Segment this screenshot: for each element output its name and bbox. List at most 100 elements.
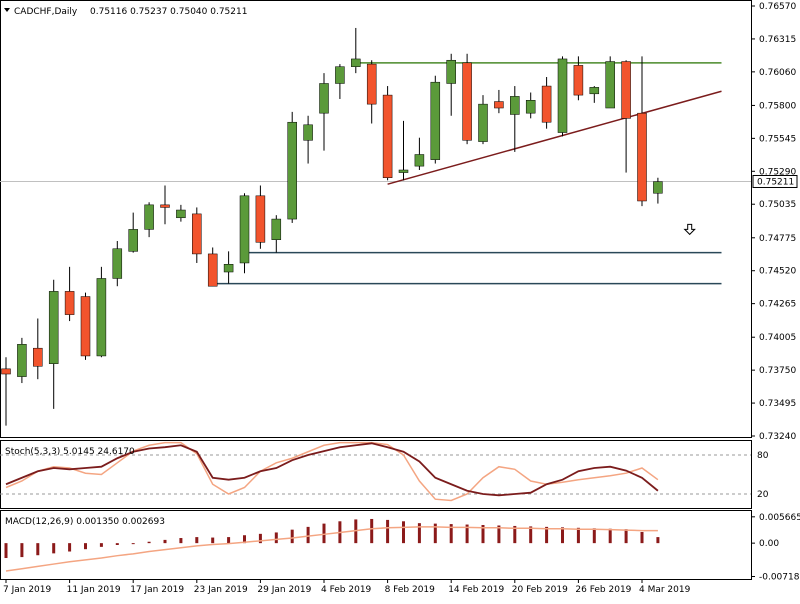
macd-histogram-bar — [577, 528, 580, 543]
bearish-candle — [256, 196, 265, 242]
macd-histogram-bar — [68, 543, 71, 551]
bullish-candle — [240, 196, 249, 263]
macd-histogram-bar — [84, 543, 87, 549]
bullish-candle — [526, 100, 535, 113]
bullish-candle — [49, 291, 58, 363]
macd-histogram-bar — [641, 532, 644, 543]
macd-histogram-bar — [36, 543, 39, 555]
bearish-candle — [574, 65, 583, 95]
bullish-candle — [415, 154, 424, 166]
macd-histogram-bar — [132, 543, 135, 544]
macd-histogram-bar — [386, 520, 389, 543]
bullish-candle — [320, 83, 329, 113]
macd-histogram-bar — [593, 528, 596, 543]
macd-tick-label: -0.007181 — [759, 573, 800, 583]
price-tick-label: 0.74775 — [759, 234, 796, 244]
macd-histogram-bar — [609, 529, 612, 543]
bearish-candle — [33, 348, 42, 366]
price-tick-label: 0.74520 — [759, 267, 796, 277]
bearish-candle — [638, 113, 647, 201]
macd-label: MACD(12,26,9) 0.001350 0.002693 — [5, 517, 165, 527]
date-tick-label: 23 Jan 2019 — [194, 585, 248, 595]
bullish-candle — [288, 122, 297, 219]
date-tick-label: 8 Feb 2019 — [385, 585, 436, 595]
price-tick-label: 0.76060 — [759, 68, 796, 78]
macd-histogram-bar — [259, 534, 262, 543]
price-tick-label: 0.76315 — [759, 35, 796, 45]
bullish-candle — [653, 182, 662, 194]
bullish-candle — [335, 67, 344, 84]
date-tick-label: 29 Jan 2019 — [257, 585, 311, 595]
bullish-candle — [113, 249, 122, 279]
bullish-candle — [351, 59, 360, 67]
bullish-candle — [17, 344, 26, 376]
bearish-candle — [81, 297, 90, 356]
bullish-candle — [431, 82, 440, 159]
bullish-candle — [479, 104, 488, 141]
price-tick-label: 0.74005 — [759, 333, 796, 343]
bullish-candle — [399, 170, 408, 173]
bearish-candle — [367, 64, 376, 104]
bullish-candle — [447, 60, 456, 83]
bullish-candle — [176, 210, 185, 218]
price-tick-label: 0.73750 — [759, 366, 796, 376]
price-tick-label: 0.75545 — [759, 134, 796, 144]
macd-histogram-bar — [402, 521, 405, 543]
price-tick-label: 0.76570 — [759, 2, 796, 12]
bearish-candle — [383, 95, 392, 178]
price-tick-label: 0.73240 — [759, 432, 796, 442]
date-tick-label: 20 Feb 2019 — [512, 585, 568, 595]
symbol-label[interactable]: CADCHF,Daily — [14, 7, 78, 17]
bullish-candle — [510, 96, 519, 114]
bullish-candle — [590, 87, 599, 93]
date-tick-label: 7 Jan 2019 — [3, 585, 51, 595]
price-tick-label: 0.74265 — [759, 300, 796, 310]
macd-histogram-bar — [561, 527, 564, 543]
price-tick-label: 0.75035 — [759, 200, 796, 210]
macd-histogram-bar — [5, 543, 8, 558]
bearish-candle — [161, 205, 170, 208]
bearish-candle — [494, 102, 503, 108]
macd-tick-label: 0.005665 — [759, 513, 800, 523]
macd-histogram-bar — [116, 543, 119, 545]
bullish-candle — [272, 219, 281, 240]
stoch-label: Stoch(5,3,3) 5.0145 24.6170 — [5, 447, 135, 457]
macd-histogram-bar — [275, 532, 278, 543]
stoch-level-label: 20 — [757, 490, 769, 500]
macd-histogram-bar — [227, 537, 230, 543]
price-tick-label: 0.75800 — [759, 101, 796, 111]
bearish-candle — [208, 254, 217, 286]
macd-histogram-bar — [195, 537, 198, 543]
date-tick-label: 17 Jan 2019 — [130, 585, 184, 595]
bearish-candle — [463, 63, 472, 140]
bearish-candle — [542, 86, 551, 122]
macd-histogram-bar — [307, 527, 310, 543]
macd-tick-label: 0.00 — [759, 539, 779, 549]
macd-histogram-bar — [148, 542, 151, 543]
date-tick-label: 4 Mar 2019 — [639, 585, 691, 595]
macd-histogram-bar — [211, 538, 214, 544]
date-tick-label: 11 Jan 2019 — [67, 585, 121, 595]
bearish-candle — [622, 62, 631, 119]
macd-histogram-bar — [656, 537, 659, 543]
bullish-candle — [129, 229, 138, 251]
bearish-candle — [192, 214, 201, 254]
stoch-level-label: 80 — [757, 451, 769, 461]
macd-histogram-bar — [179, 538, 182, 543]
current-price-label: 0.75211 — [757, 177, 794, 187]
bearish-candle — [2, 369, 11, 374]
bullish-candle — [145, 205, 154, 230]
ohlc-values: 0.75116 0.75237 0.75040 0.75211 — [90, 7, 247, 17]
macd-histogram-bar — [323, 524, 326, 544]
macd-histogram-bar — [370, 519, 373, 543]
macd-histogram-bar — [291, 530, 294, 543]
bullish-candle — [224, 264, 233, 272]
macd-histogram-bar — [164, 540, 167, 543]
macd-histogram-bar — [625, 529, 628, 543]
macd-histogram-bar — [20, 543, 23, 557]
macd-histogram-bar — [100, 543, 103, 547]
bullish-candle — [97, 278, 106, 355]
bullish-candle — [304, 125, 313, 140]
date-tick-label: 14 Feb 2019 — [448, 585, 504, 595]
